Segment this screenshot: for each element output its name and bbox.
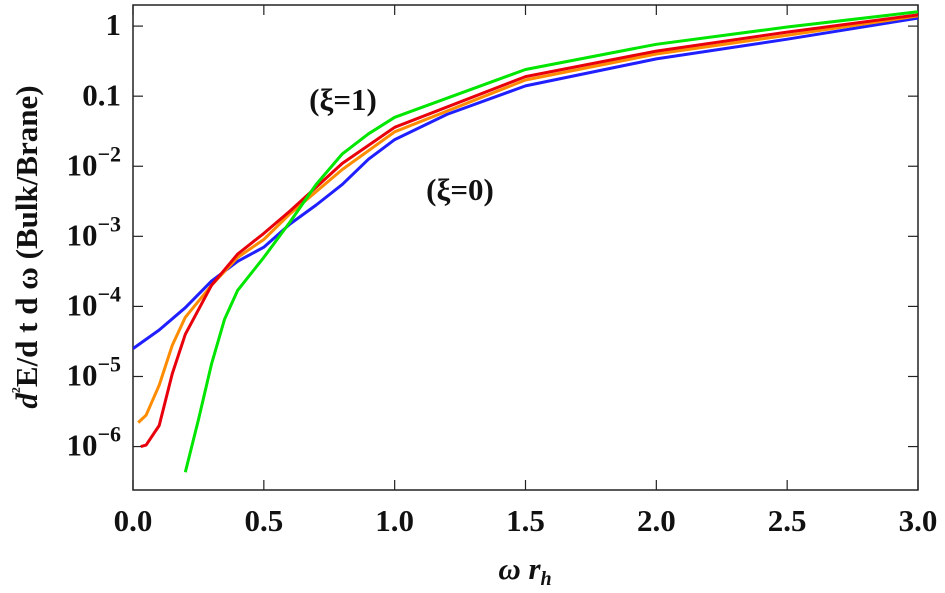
x-axis-label: ω rh bbox=[498, 551, 551, 589]
series-line bbox=[140, 13, 918, 449]
y-tick-label: 10−4 bbox=[66, 281, 121, 322]
y-tick-label: 0.1 bbox=[82, 77, 121, 112]
x-tick-label: 1.5 bbox=[506, 503, 545, 538]
x-tick-label: 3.0 bbox=[899, 503, 938, 538]
y-tick-label: 10−3 bbox=[66, 211, 121, 252]
series-line bbox=[133, 16, 918, 350]
y-axis-label: d²E/d t d ω (Bulk/Brane) bbox=[8, 85, 45, 408]
series-line bbox=[137, 14, 918, 424]
annotation: (ξ=0) bbox=[426, 172, 494, 207]
x-tick-label: 0.5 bbox=[244, 503, 283, 538]
x-tick-label: 0.0 bbox=[114, 503, 153, 538]
x-tick-label: 1.0 bbox=[375, 503, 414, 538]
y-tick-label: 10−2 bbox=[66, 141, 121, 182]
y-tick-label: 1 bbox=[106, 7, 122, 42]
series-line bbox=[183, 10, 918, 473]
y-tick-label: 10−5 bbox=[66, 352, 121, 393]
x-tick-label: 2.0 bbox=[637, 503, 676, 538]
x-tick-label: 2.5 bbox=[768, 503, 807, 538]
annotation: (ξ=1) bbox=[309, 82, 377, 117]
y-tick-label: 10−6 bbox=[66, 422, 121, 463]
